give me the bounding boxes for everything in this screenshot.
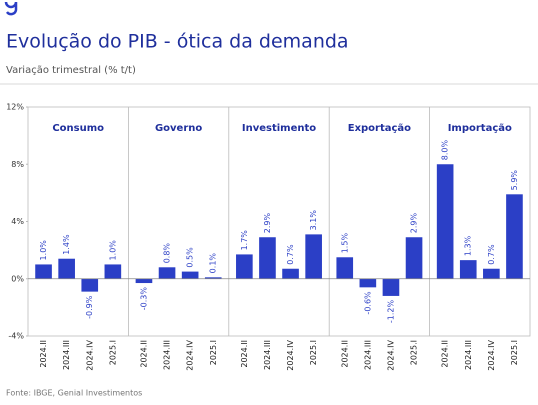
- value-label: 8.0%: [441, 140, 450, 161]
- plot-frame: [27, 106, 531, 337]
- value-label: -0.6%: [363, 291, 372, 315]
- bar: [282, 268, 299, 279]
- value-label: 3.1%: [309, 210, 318, 231]
- value-label: 1.0%: [108, 240, 117, 261]
- value-label: 0.7%: [286, 244, 295, 265]
- bar: [506, 194, 523, 279]
- bar: [305, 234, 322, 279]
- value-label: 2.9%: [263, 213, 272, 234]
- value-label: 1.3%: [464, 235, 473, 256]
- y-tick-label: 0%: [11, 274, 24, 283]
- bar: [359, 278, 377, 288]
- x-tick-label: 2024.III: [464, 340, 473, 370]
- x-tick-label: 2024.III: [62, 340, 71, 370]
- panel-title: Importação: [448, 123, 512, 134]
- x-tick-label: 2024.II: [340, 340, 349, 368]
- x-tick-label: 2024.IV: [186, 339, 195, 370]
- value-label: 0.8%: [163, 243, 172, 264]
- x-tick-label: 2024.III: [363, 340, 372, 370]
- bar: [259, 237, 276, 279]
- x-tick-label: 2024.II: [139, 340, 148, 368]
- value-label: 1.7%: [240, 230, 249, 251]
- y-tick-label: -4%: [8, 332, 24, 341]
- chart-title: Evolução do PIB - ótica da demanda: [6, 31, 349, 53]
- x-tick-label: 2024.II: [441, 340, 450, 368]
- source: Fonte: IBGE, Genial Investimentos: [6, 389, 142, 398]
- value-label: 1.4%: [62, 234, 71, 255]
- value-label: 0.1%: [209, 253, 218, 274]
- y-tick-label: 4%: [11, 217, 24, 226]
- x-tick-label: 2024.II: [39, 340, 48, 368]
- value-label: 0.5%: [186, 247, 195, 268]
- value-label: -0.3%: [139, 287, 148, 311]
- x-tick-label: 2024.III: [163, 340, 172, 370]
- bar: [483, 268, 500, 279]
- bar: [405, 237, 423, 279]
- x-tick-label: 2024.III: [263, 340, 272, 370]
- value-label: -1.2%: [386, 300, 395, 324]
- value-label: 5.9%: [510, 170, 519, 191]
- y-tick-label: 8%: [11, 160, 24, 169]
- bar: [204, 277, 222, 279]
- value-label: 1.0%: [39, 240, 48, 261]
- bar: [104, 264, 122, 279]
- bar: [181, 271, 199, 279]
- bar: [81, 278, 99, 292]
- value-label: 2.9%: [410, 213, 419, 234]
- value-label: -0.9%: [85, 295, 94, 319]
- x-tick-label: 2024.IV: [286, 339, 295, 370]
- bar: [459, 260, 477, 279]
- bar: [236, 254, 253, 279]
- panel-title: Investimento: [242, 123, 316, 134]
- bar: [158, 267, 176, 279]
- bar: [436, 164, 454, 279]
- x-tick-label: 2024.IV: [85, 339, 94, 370]
- panel-title: Consumo: [52, 123, 104, 134]
- chart-subtitle: Variação trimestral (% t/t): [6, 65, 136, 76]
- x-tick-label: 2025.I: [209, 340, 218, 365]
- value-label: 1.5%: [340, 233, 349, 254]
- bar: [35, 264, 52, 279]
- y-tick-label: 12%: [6, 103, 24, 112]
- x-tick-label: 2025.I: [510, 340, 519, 365]
- bar: [135, 278, 153, 284]
- x-tick-label: 2025.I: [410, 340, 419, 365]
- value-label: 0.7%: [487, 244, 496, 265]
- bar: [336, 257, 354, 279]
- logo: [4, 1, 18, 16]
- x-tick-label: 2025.I: [309, 340, 318, 365]
- x-tick-label: 2025.I: [108, 340, 117, 365]
- x-tick-label: 2024.IV: [386, 339, 395, 370]
- panel-title: Governo: [155, 123, 202, 134]
- x-tick-label: 2024.II: [240, 340, 249, 368]
- panel-title: Exportação: [348, 123, 411, 134]
- bar: [382, 278, 400, 296]
- bar: [58, 258, 75, 279]
- x-tick-label: 2024.IV: [487, 339, 496, 370]
